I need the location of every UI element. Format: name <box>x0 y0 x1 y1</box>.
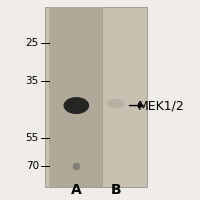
Text: 70: 70 <box>26 161 39 171</box>
Text: 55: 55 <box>26 133 39 143</box>
FancyBboxPatch shape <box>45 7 147 187</box>
Ellipse shape <box>64 97 89 114</box>
Text: 35: 35 <box>26 76 39 86</box>
Ellipse shape <box>107 99 125 108</box>
Point <box>75 165 78 168</box>
Text: MEK1/2: MEK1/2 <box>137 99 184 112</box>
Text: B: B <box>110 183 121 197</box>
FancyBboxPatch shape <box>49 7 102 187</box>
Text: A: A <box>71 183 82 197</box>
Text: 25: 25 <box>26 38 39 48</box>
